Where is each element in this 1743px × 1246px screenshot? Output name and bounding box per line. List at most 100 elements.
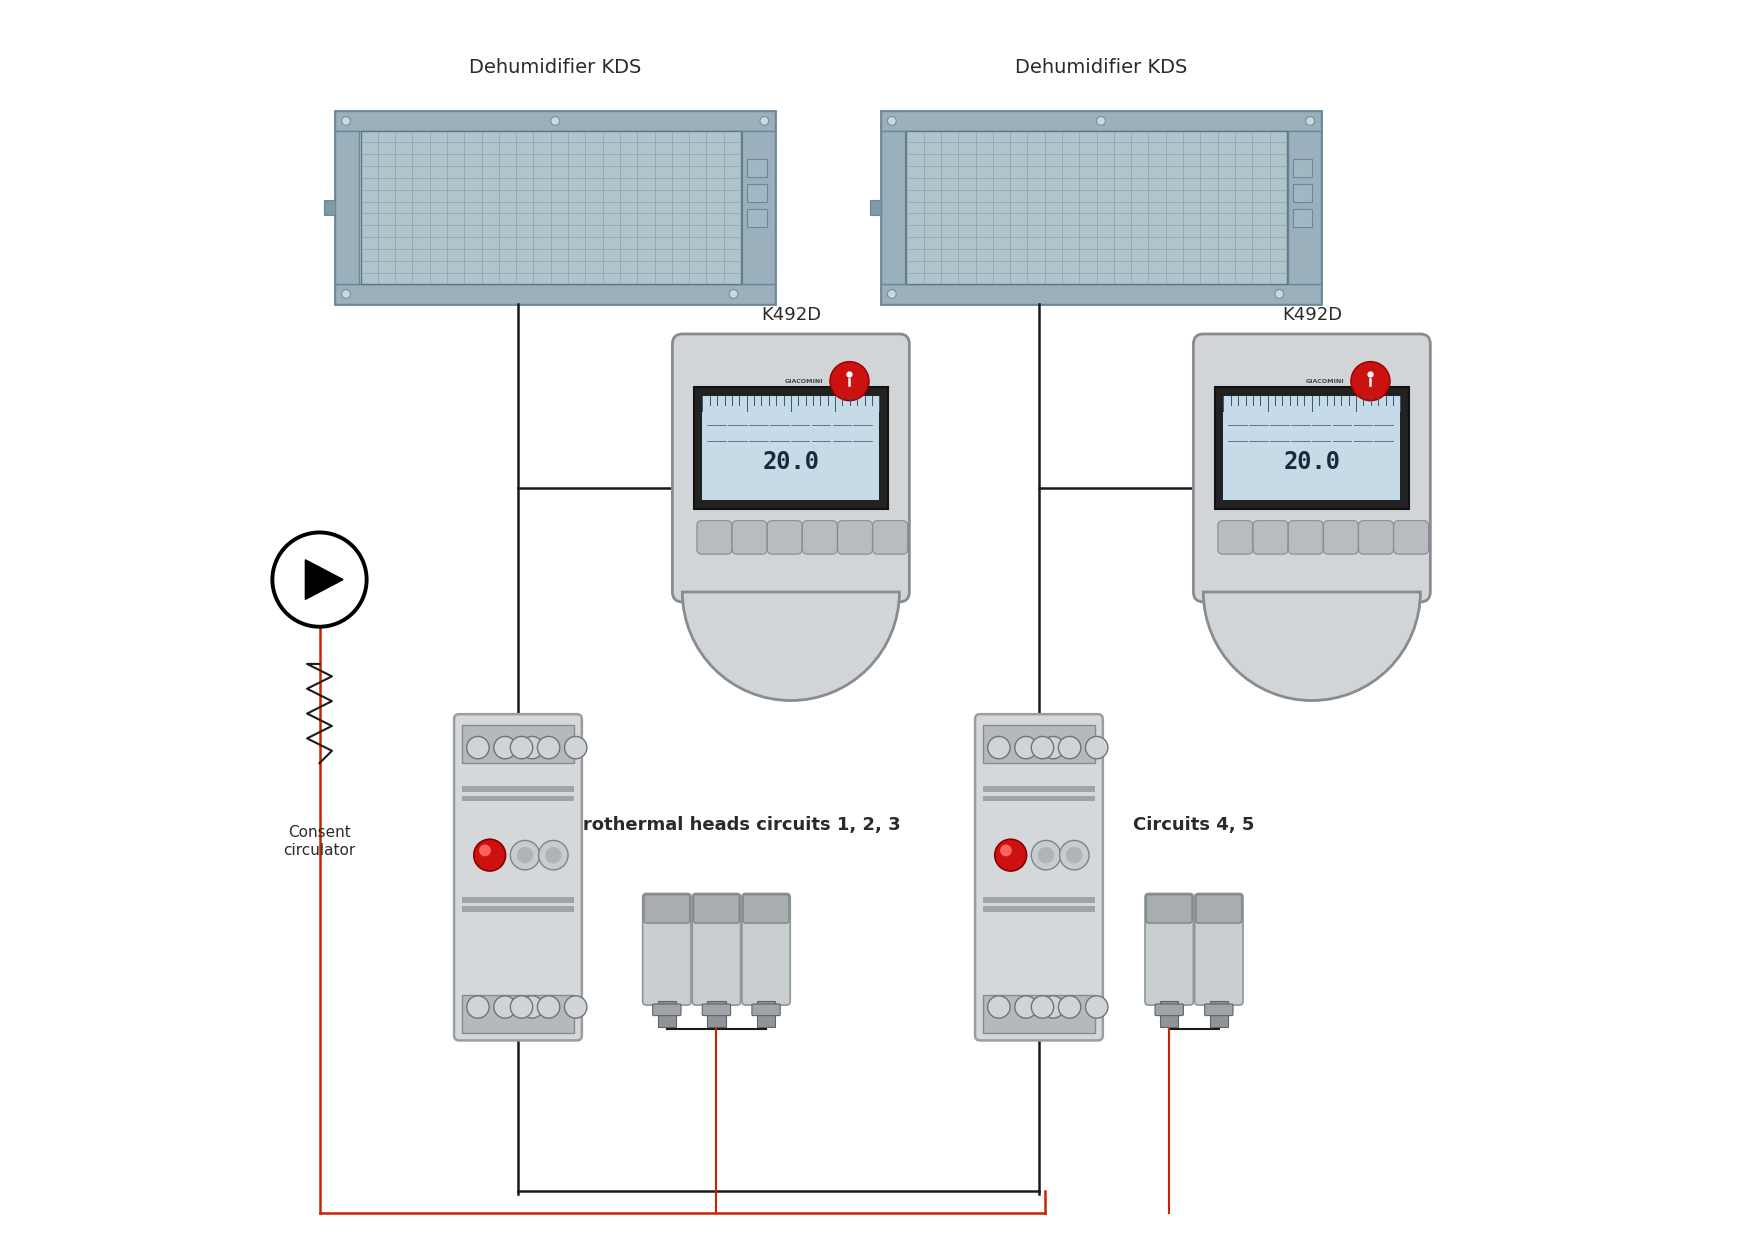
FancyBboxPatch shape bbox=[673, 334, 910, 602]
FancyBboxPatch shape bbox=[1194, 334, 1431, 602]
Bar bbox=[756, 1002, 776, 1028]
Bar bbox=[983, 996, 1095, 1033]
Bar bbox=[880, 131, 905, 284]
FancyBboxPatch shape bbox=[702, 396, 878, 500]
Circle shape bbox=[521, 996, 544, 1018]
Bar bbox=[983, 796, 1095, 801]
Circle shape bbox=[272, 532, 366, 627]
FancyBboxPatch shape bbox=[702, 1004, 730, 1015]
Text: Dehumidifier KDS: Dehumidifier KDS bbox=[1014, 57, 1187, 76]
Circle shape bbox=[760, 117, 769, 126]
FancyBboxPatch shape bbox=[1253, 521, 1288, 554]
Polygon shape bbox=[305, 559, 343, 599]
Circle shape bbox=[565, 996, 587, 1018]
Circle shape bbox=[1306, 117, 1314, 126]
FancyBboxPatch shape bbox=[652, 1004, 682, 1015]
Circle shape bbox=[1032, 996, 1055, 1018]
FancyBboxPatch shape bbox=[643, 895, 690, 923]
Bar bbox=[462, 897, 575, 902]
FancyBboxPatch shape bbox=[692, 893, 741, 1006]
FancyBboxPatch shape bbox=[743, 893, 790, 1006]
Bar bbox=[462, 725, 575, 764]
Circle shape bbox=[1032, 736, 1055, 759]
Bar bbox=[462, 906, 575, 912]
Text: Dehumidifier KDS: Dehumidifier KDS bbox=[469, 57, 641, 76]
FancyBboxPatch shape bbox=[1288, 521, 1323, 554]
Wedge shape bbox=[682, 592, 899, 700]
Circle shape bbox=[1060, 840, 1089, 870]
FancyBboxPatch shape bbox=[643, 893, 690, 1006]
Text: 20.0: 20.0 bbox=[762, 450, 819, 473]
Text: GIACOMINI: GIACOMINI bbox=[784, 379, 823, 384]
FancyBboxPatch shape bbox=[802, 521, 837, 554]
Bar bbox=[1161, 1002, 1178, 1028]
FancyBboxPatch shape bbox=[880, 111, 1321, 304]
Bar bbox=[870, 199, 880, 216]
Bar bbox=[462, 796, 575, 801]
FancyBboxPatch shape bbox=[1147, 895, 1192, 923]
Text: Electrothermal heads circuits 1, 2, 3: Electrothermal heads circuits 1, 2, 3 bbox=[533, 816, 899, 834]
Bar bbox=[335, 131, 359, 284]
FancyBboxPatch shape bbox=[335, 111, 776, 304]
Circle shape bbox=[1014, 736, 1037, 759]
Circle shape bbox=[1037, 847, 1055, 863]
Bar bbox=[462, 786, 575, 792]
Circle shape bbox=[887, 289, 896, 298]
Circle shape bbox=[493, 996, 516, 1018]
Text: K492D: K492D bbox=[1281, 307, 1342, 324]
Circle shape bbox=[1032, 840, 1061, 870]
Circle shape bbox=[1096, 117, 1105, 126]
Text: GIACOMINI: GIACOMINI bbox=[1306, 379, 1344, 384]
Circle shape bbox=[988, 736, 1011, 759]
Circle shape bbox=[565, 736, 587, 759]
Bar bbox=[743, 131, 776, 284]
Circle shape bbox=[467, 736, 490, 759]
Circle shape bbox=[511, 840, 540, 870]
Circle shape bbox=[1274, 289, 1285, 298]
Text: Consent
circulator: Consent circulator bbox=[284, 825, 356, 857]
Bar bbox=[335, 284, 776, 304]
Circle shape bbox=[988, 996, 1011, 1018]
Circle shape bbox=[546, 847, 561, 863]
Bar bbox=[746, 184, 767, 202]
FancyBboxPatch shape bbox=[1218, 521, 1253, 554]
FancyBboxPatch shape bbox=[1204, 1004, 1232, 1015]
Bar bbox=[708, 1002, 725, 1028]
FancyBboxPatch shape bbox=[697, 521, 732, 554]
FancyBboxPatch shape bbox=[1194, 893, 1243, 1006]
FancyBboxPatch shape bbox=[455, 714, 582, 1040]
Bar bbox=[1293, 159, 1312, 177]
Circle shape bbox=[729, 289, 737, 298]
Circle shape bbox=[467, 996, 490, 1018]
Circle shape bbox=[493, 736, 516, 759]
FancyBboxPatch shape bbox=[694, 388, 887, 508]
Circle shape bbox=[1351, 361, 1389, 401]
FancyBboxPatch shape bbox=[838, 521, 873, 554]
Circle shape bbox=[1067, 847, 1082, 863]
FancyBboxPatch shape bbox=[1358, 521, 1393, 554]
Circle shape bbox=[516, 847, 533, 863]
Bar bbox=[906, 131, 1286, 284]
Circle shape bbox=[521, 736, 544, 759]
Bar bbox=[1293, 184, 1312, 202]
Circle shape bbox=[887, 117, 896, 126]
Circle shape bbox=[1042, 996, 1065, 1018]
FancyBboxPatch shape bbox=[1196, 895, 1241, 923]
FancyBboxPatch shape bbox=[1156, 1004, 1183, 1015]
Circle shape bbox=[479, 845, 492, 856]
Circle shape bbox=[342, 289, 350, 298]
Wedge shape bbox=[1203, 592, 1421, 700]
Bar bbox=[880, 284, 1321, 304]
Circle shape bbox=[1000, 845, 1013, 856]
Circle shape bbox=[1014, 996, 1037, 1018]
FancyBboxPatch shape bbox=[732, 521, 767, 554]
FancyBboxPatch shape bbox=[1145, 893, 1194, 1006]
Bar bbox=[983, 725, 1095, 764]
Circle shape bbox=[342, 117, 350, 126]
Circle shape bbox=[474, 840, 505, 871]
Bar bbox=[983, 897, 1095, 902]
FancyBboxPatch shape bbox=[974, 714, 1103, 1040]
Bar bbox=[1293, 209, 1312, 227]
Bar bbox=[983, 786, 1095, 792]
Text: K492D: K492D bbox=[760, 307, 821, 324]
